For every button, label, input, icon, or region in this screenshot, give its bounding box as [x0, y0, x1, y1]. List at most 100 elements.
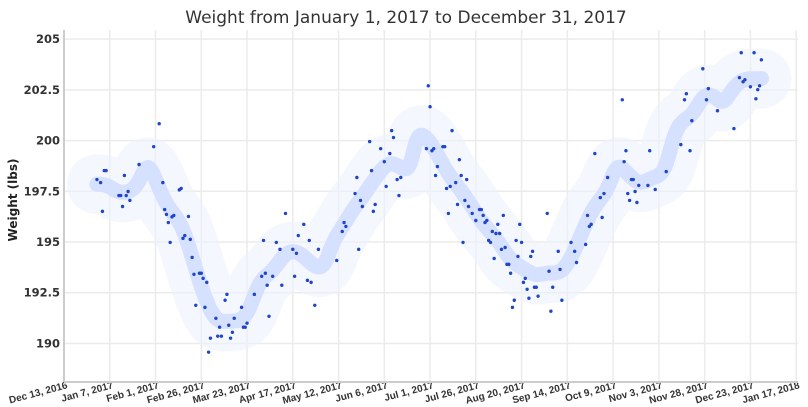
data-point [274, 240, 279, 245]
data-point [252, 292, 257, 297]
data-point [754, 97, 758, 101]
data-point [391, 135, 396, 140]
data-point [490, 229, 495, 234]
data-point [194, 303, 198, 308]
trend-band [66, 48, 792, 352]
data-point [316, 247, 321, 252]
data-point [518, 222, 522, 227]
data-point [514, 238, 518, 243]
trend-line [89, 71, 769, 329]
y-tick-label: 200 [36, 134, 60, 148]
data-point [190, 255, 194, 260]
data-point [463, 198, 467, 203]
data-point [358, 198, 363, 203]
data-point [602, 191, 606, 196]
data-point [508, 271, 513, 275]
data-point [389, 128, 394, 133]
data-point [664, 169, 668, 174]
data-point [95, 177, 99, 182]
data-point [424, 146, 429, 151]
data-point [752, 51, 756, 55]
data-point [715, 109, 720, 113]
data-point [278, 247, 282, 252]
data-point [344, 224, 348, 229]
data-point [589, 222, 593, 227]
data-point [648, 149, 652, 153]
data-point [120, 204, 125, 209]
data-point [497, 231, 502, 236]
data-point [291, 247, 295, 252]
data-point [128, 198, 132, 203]
data-point [157, 122, 161, 126]
data-point [631, 177, 635, 182]
data-point [470, 211, 474, 216]
data-point [259, 274, 264, 278]
data-point [739, 51, 743, 55]
data-point [313, 303, 317, 308]
data-point [466, 204, 471, 209]
data-point [219, 334, 224, 338]
data-point [706, 86, 711, 91]
data-point [225, 292, 229, 297]
data-point [232, 316, 236, 320]
data-point [122, 173, 127, 178]
data-point [748, 85, 753, 89]
data-point [682, 98, 687, 102]
data-point [309, 280, 313, 285]
data-point [529, 254, 533, 259]
data-point [428, 104, 432, 109]
data-point [549, 309, 553, 313]
data-point [450, 128, 454, 133]
data-point [369, 168, 374, 173]
data-point [512, 298, 516, 302]
data-point [245, 321, 249, 325]
chart-title: Weight from January 1, 2017 to December … [185, 8, 626, 28]
data-point [239, 305, 244, 310]
data-point [743, 78, 747, 82]
data-point [560, 298, 564, 302]
data-point [759, 58, 764, 62]
data-point [527, 296, 531, 300]
data-point [545, 211, 549, 216]
data-point [432, 146, 436, 151]
data-point [435, 164, 440, 169]
data-point [280, 283, 284, 287]
data-point [688, 149, 692, 153]
data-point [270, 274, 275, 278]
data-point [399, 175, 403, 180]
data-point [183, 233, 187, 238]
data-point [536, 294, 540, 298]
data-point [510, 305, 515, 310]
data-point [756, 87, 760, 92]
data-point [203, 305, 207, 310]
data-point [307, 238, 311, 243]
data-point [551, 285, 555, 289]
data-point [179, 186, 183, 191]
data-point [384, 184, 388, 189]
data-point [574, 260, 579, 265]
data-point [585, 213, 590, 218]
data-point [137, 162, 141, 167]
data-point [499, 247, 504, 252]
data-point [627, 198, 632, 203]
data-point [646, 183, 650, 188]
data-point [395, 177, 399, 182]
data-point [216, 334, 220, 338]
data-point [530, 249, 535, 254]
data-point [534, 285, 538, 289]
data-point [205, 280, 209, 285]
y-tick-label: 197.5 [24, 184, 60, 198]
data-point [382, 159, 387, 164]
data-point [217, 325, 222, 329]
data-point [593, 151, 597, 156]
data-point [496, 222, 500, 227]
data-point [433, 173, 438, 178]
data-point [367, 139, 372, 144]
y-tick-label: 202.5 [24, 83, 60, 97]
data-point [637, 183, 641, 188]
data-point [342, 220, 346, 225]
data-point [335, 258, 339, 263]
data-point [296, 233, 300, 238]
data-point [525, 287, 529, 291]
data-point [104, 168, 108, 173]
